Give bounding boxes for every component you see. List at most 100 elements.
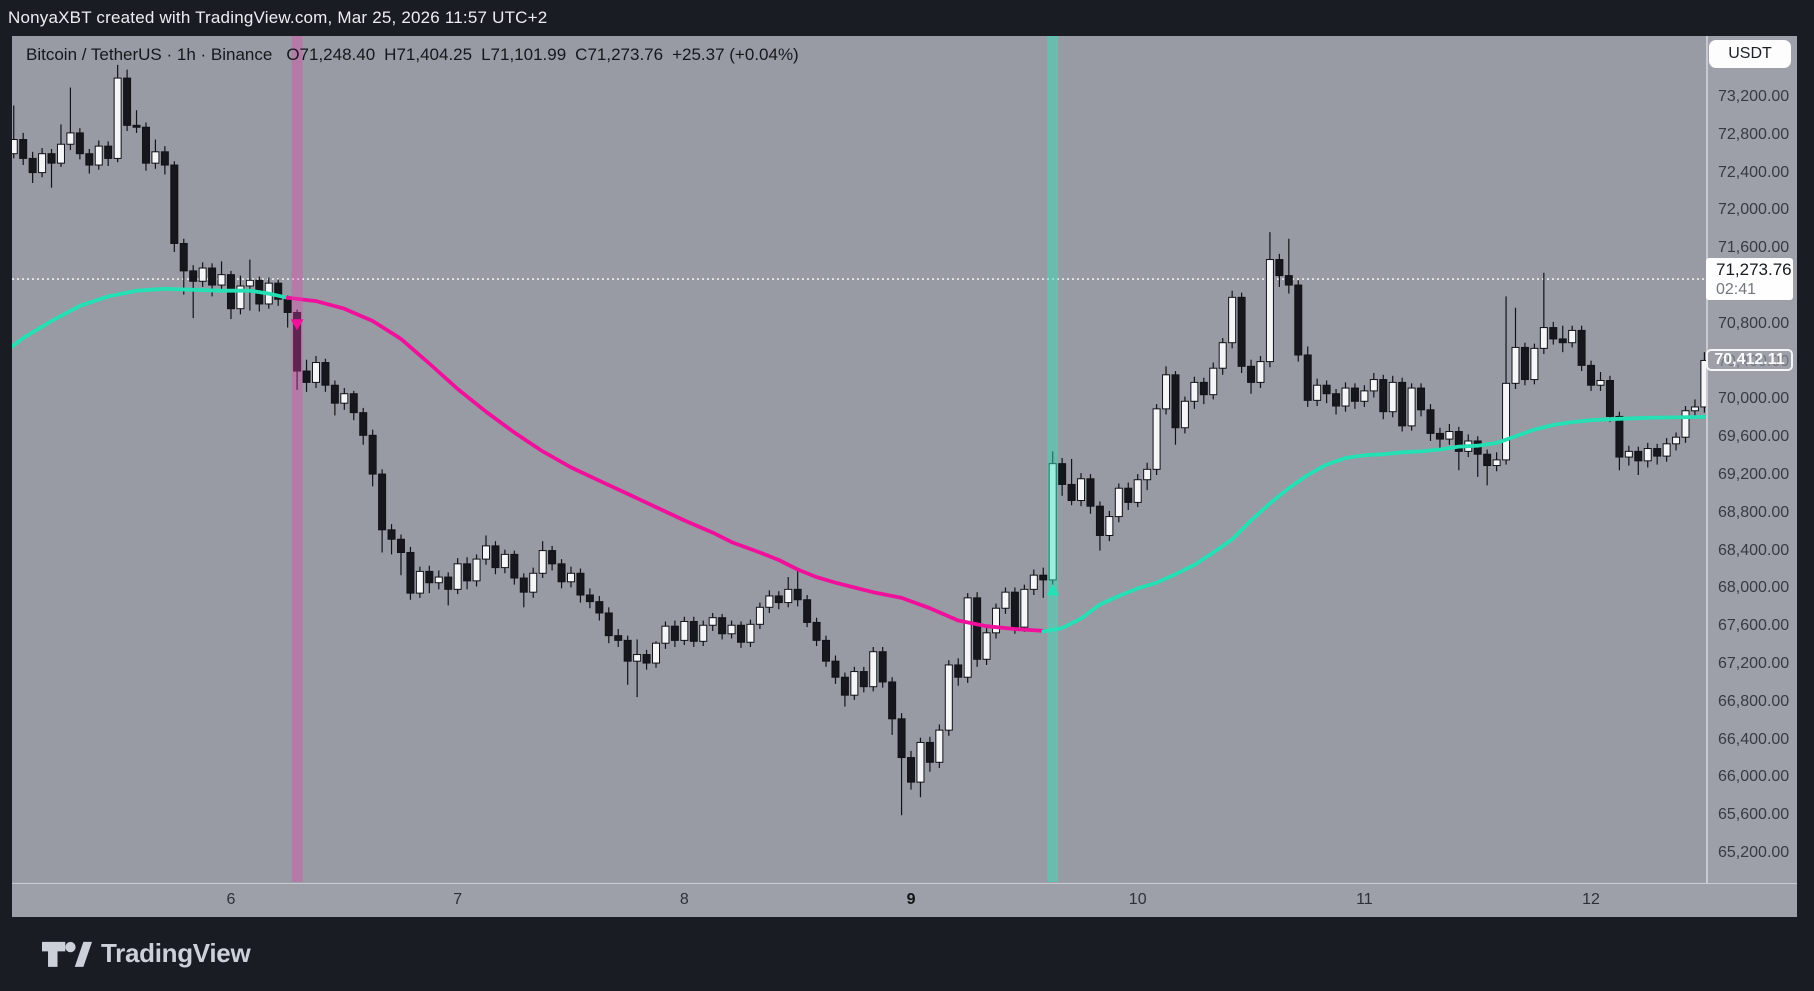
candle-body [859,671,868,688]
candle-body [444,576,453,590]
candle-body [189,270,198,282]
candle-body [831,660,840,678]
candle-body [12,139,18,155]
footer-bar: TradingView [0,916,1814,991]
candle-body [1407,387,1416,427]
trend-line-cyan-right [1041,415,1706,634]
candle-body [1265,259,1274,363]
candle-body [1445,431,1454,440]
candle-body [38,153,47,174]
candle-body [727,624,736,635]
candle-body [463,563,472,582]
candle-body [1020,588,1029,628]
candle-body [1228,296,1237,344]
candle-body [1124,487,1133,503]
time-axis-label: 12 [1582,891,1600,908]
price-tick: 68,800.00 [1718,503,1790,521]
ohlc-open: O71,248.40 [286,45,376,64]
candle-body [378,473,387,531]
candle-body [1643,448,1652,462]
candle-body [1190,381,1199,402]
ohlc-low: L71,101.99 [481,45,567,64]
candle-body [1322,384,1331,395]
event-band-pink [291,36,303,882]
time-axis[interactable]: 6 7 8 9 10 11 12 [12,883,1797,917]
candle-body [1180,400,1189,429]
candle-body [123,77,132,126]
candle-body [1549,327,1558,340]
last-price-label: 71,273.76 02:41 [1706,258,1793,301]
candle-body [1426,409,1435,434]
candle-body [973,597,982,660]
price-axis[interactable]: USDT 71,273.76 02:41 70,412.11 73,200.00… [1706,36,1797,882]
candle-body [321,362,330,386]
price-tick: 71,600.00 [1718,239,1790,257]
candle-body [302,370,311,383]
ohlc-close: C71,273.76 [575,45,664,64]
symbol-title[interactable]: Bitcoin / TetherUS · 1h · Binance [26,45,273,64]
candle-body [1360,390,1369,402]
candle-body [878,651,887,683]
candle-body [1048,463,1057,581]
candle-body [1247,365,1256,383]
candle-body [1058,463,1067,485]
candle-body [28,157,37,174]
candle-body [1341,387,1350,407]
candle-body [1313,384,1322,401]
candle-body [132,124,141,128]
trend-line-cyan-left [12,286,290,349]
candle-body [1162,374,1171,410]
candle-body [869,651,878,688]
price-tick: 67,600.00 [1718,617,1790,635]
time-axis-label: 9 [906,891,916,908]
candle-body [396,538,405,553]
candle-body [85,153,94,166]
candle-body [1095,505,1104,536]
price-chart-canvas[interactable] [12,36,1706,882]
candle-body [293,311,302,372]
candle-body [311,362,320,383]
candle-body [208,267,217,286]
currency-toggle-button[interactable]: USDT [1709,40,1791,68]
time-axis-label: 6 [226,891,236,908]
candle-body [151,151,160,164]
candle-body [1435,432,1444,440]
candle-body [774,595,783,604]
price-tick: 68,400.00 [1718,541,1790,559]
candle-body [236,285,245,310]
candle-body [708,617,717,626]
trend-line-pink [285,295,1046,633]
candle-body [170,164,179,244]
price-tick: 72,400.00 [1718,163,1790,181]
candle-body [765,595,774,608]
candle-body [840,676,849,696]
candle-body [793,588,802,601]
candle-body [1587,364,1596,386]
candle-body [1077,478,1086,502]
candle-body [1171,374,1180,429]
candle-body [1067,483,1076,502]
candle-body [415,570,424,594]
candle-body [1653,448,1662,457]
candle-body [567,572,575,583]
candle-body [1681,410,1690,438]
chart-surface: Bitcoin / TetherUS · 1h · Binance O71,248… [12,36,1797,917]
candle-body [1492,459,1501,467]
candle-body [1237,296,1246,367]
price-tick: 72,000.00 [1718,201,1790,219]
ohlc-high: H71,404.25 [384,45,473,64]
price-tick: 72,800.00 [1718,125,1790,143]
candle-body [529,572,538,593]
ohlc-change: +25.37 (+0.04%) [672,45,799,64]
candle-body [274,282,283,300]
candle-body [1596,380,1605,386]
candle-body [1105,516,1114,536]
chart-plot-area[interactable]: Bitcoin / TetherUS · 1h · Binance O71,248… [12,36,1706,882]
candle-body [538,550,547,574]
candle-body [1133,479,1142,503]
candle-body [1379,379,1388,413]
candle-body [642,654,651,664]
candle-body [680,620,689,641]
buy-marker [1046,584,1060,596]
candle-body [907,757,916,783]
